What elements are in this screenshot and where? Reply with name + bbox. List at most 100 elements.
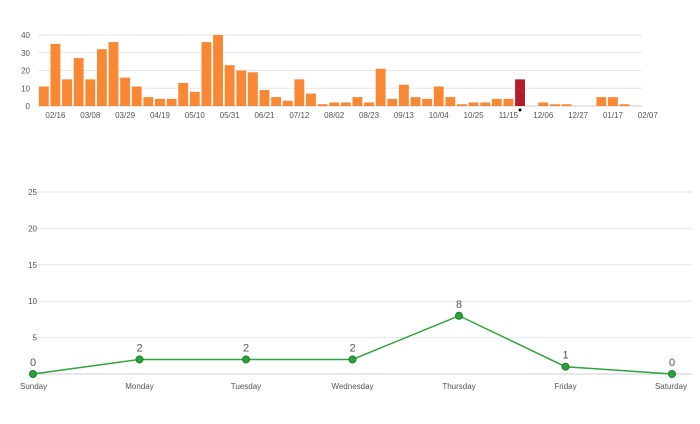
y-tick-label: 25 [28, 188, 37, 197]
x-tick-label: 04/19 [150, 111, 171, 120]
bar[interactable] [201, 42, 212, 106]
bar[interactable] [619, 104, 630, 106]
x-tick-label: 03/08 [80, 111, 101, 120]
bar[interactable] [178, 82, 189, 106]
bar[interactable] [491, 98, 502, 106]
bar[interactable] [306, 93, 316, 106]
data-label: 0 [30, 357, 36, 369]
data-label: 2 [243, 342, 249, 354]
bar[interactable] [271, 97, 282, 106]
bar[interactable] [259, 90, 270, 106]
bar[interactable] [422, 98, 433, 106]
y-tick-label: 0 [26, 102, 31, 111]
bar[interactable] [236, 70, 247, 107]
data-label: 8 [456, 299, 462, 311]
bar[interactable] [340, 102, 351, 106]
bar[interactable] [108, 42, 119, 106]
bar[interactable] [131, 86, 142, 106]
bar[interactable] [398, 84, 409, 106]
x-tick-label: 12/27 [568, 111, 589, 120]
bar[interactable] [480, 102, 491, 106]
bar[interactable] [433, 86, 444, 106]
data-point[interactable] [668, 370, 676, 378]
bar[interactable] [364, 102, 374, 106]
data-point[interactable] [135, 355, 144, 364]
bar[interactable] [50, 43, 61, 106]
x-tick-label: 01/17 [603, 111, 624, 120]
data-point[interactable] [561, 362, 570, 371]
bar[interactable] [445, 97, 456, 106]
bar[interactable] [38, 86, 49, 106]
bar[interactable] [503, 98, 514, 106]
x-tick-label: 06/21 [254, 111, 275, 120]
bar[interactable] [294, 79, 305, 106]
x-tick-label: 05/31 [220, 111, 241, 120]
y-tick-label: 20 [28, 224, 37, 233]
x-category-label: Wednesday [331, 382, 373, 391]
x-tick-label: 02/07 [638, 111, 659, 120]
x-category-label: Monday [125, 382, 153, 391]
y-tick-label: 20 [21, 67, 30, 76]
x-category-label: Thursday [442, 382, 475, 391]
bar[interactable] [96, 49, 107, 106]
x-category-label: Saturday [655, 382, 687, 391]
y-tick-label: 5 [33, 334, 38, 343]
data-label: 2 [136, 342, 142, 354]
bar[interactable] [561, 104, 572, 106]
y-tick-label: 10 [21, 84, 30, 93]
bar[interactable] [387, 98, 398, 106]
bar[interactable] [329, 102, 340, 106]
x-category-label: Sunday [20, 382, 47, 391]
bar[interactable] [189, 91, 200, 106]
weekday-line-chart: 05101520250222810SundayMondayTuesdayWedn… [20, 188, 692, 391]
bar[interactable] [549, 104, 560, 106]
data-label: 1 [562, 350, 568, 362]
data-point[interactable] [348, 355, 357, 364]
data-label: 2 [349, 342, 355, 354]
data-point[interactable] [29, 370, 37, 378]
x-tick-label: 10/04 [429, 111, 450, 120]
data-point[interactable] [455, 311, 463, 320]
bar-selected[interactable] [515, 79, 525, 106]
selected-bar-marker [518, 108, 522, 112]
bar[interactable] [538, 102, 549, 106]
bar[interactable] [317, 104, 328, 106]
x-tick-label: 05/10 [185, 111, 206, 120]
data-label: 0 [669, 357, 675, 369]
x-category-label: Tuesday [231, 382, 261, 391]
x-tick-label: 02/16 [45, 111, 66, 120]
bar[interactable] [213, 35, 223, 106]
x-tick-label: 10/25 [464, 111, 485, 120]
bar[interactable] [120, 77, 131, 106]
bar[interactable] [155, 98, 165, 106]
bar[interactable] [143, 97, 154, 106]
y-tick-label: 40 [21, 31, 30, 40]
bar[interactable] [224, 65, 235, 106]
data-point[interactable] [242, 355, 250, 364]
bar[interactable] [375, 68, 386, 106]
bar[interactable] [410, 97, 421, 106]
bar[interactable] [166, 98, 177, 106]
bar[interactable] [85, 79, 96, 106]
x-tick-label: 08/23 [359, 111, 380, 120]
x-tick-label: 08/02 [324, 111, 345, 120]
x-tick-label: 09/13 [394, 111, 415, 120]
x-tick-label: 03/29 [115, 111, 136, 120]
bar[interactable] [457, 104, 467, 106]
bar[interactable] [73, 58, 84, 106]
x-tick-label: 11/15 [499, 111, 519, 120]
y-tick-label: 10 [28, 297, 37, 306]
bar[interactable] [282, 100, 293, 106]
bar[interactable] [468, 102, 479, 106]
x-tick-label: 12/06 [533, 111, 554, 120]
bar[interactable] [596, 97, 607, 106]
bar[interactable] [62, 79, 72, 106]
bar[interactable] [247, 72, 258, 106]
y-tick-label: 15 [28, 261, 37, 270]
bar[interactable] [608, 97, 618, 106]
x-category-label: Friday [554, 382, 576, 391]
x-tick-label: 07/12 [289, 111, 310, 120]
weekly-bar-chart: 0 10 20 30 40 02/16 03/08 03/29 04/19 05/10 05/31 0… [21, 31, 658, 120]
bar[interactable] [352, 97, 363, 106]
